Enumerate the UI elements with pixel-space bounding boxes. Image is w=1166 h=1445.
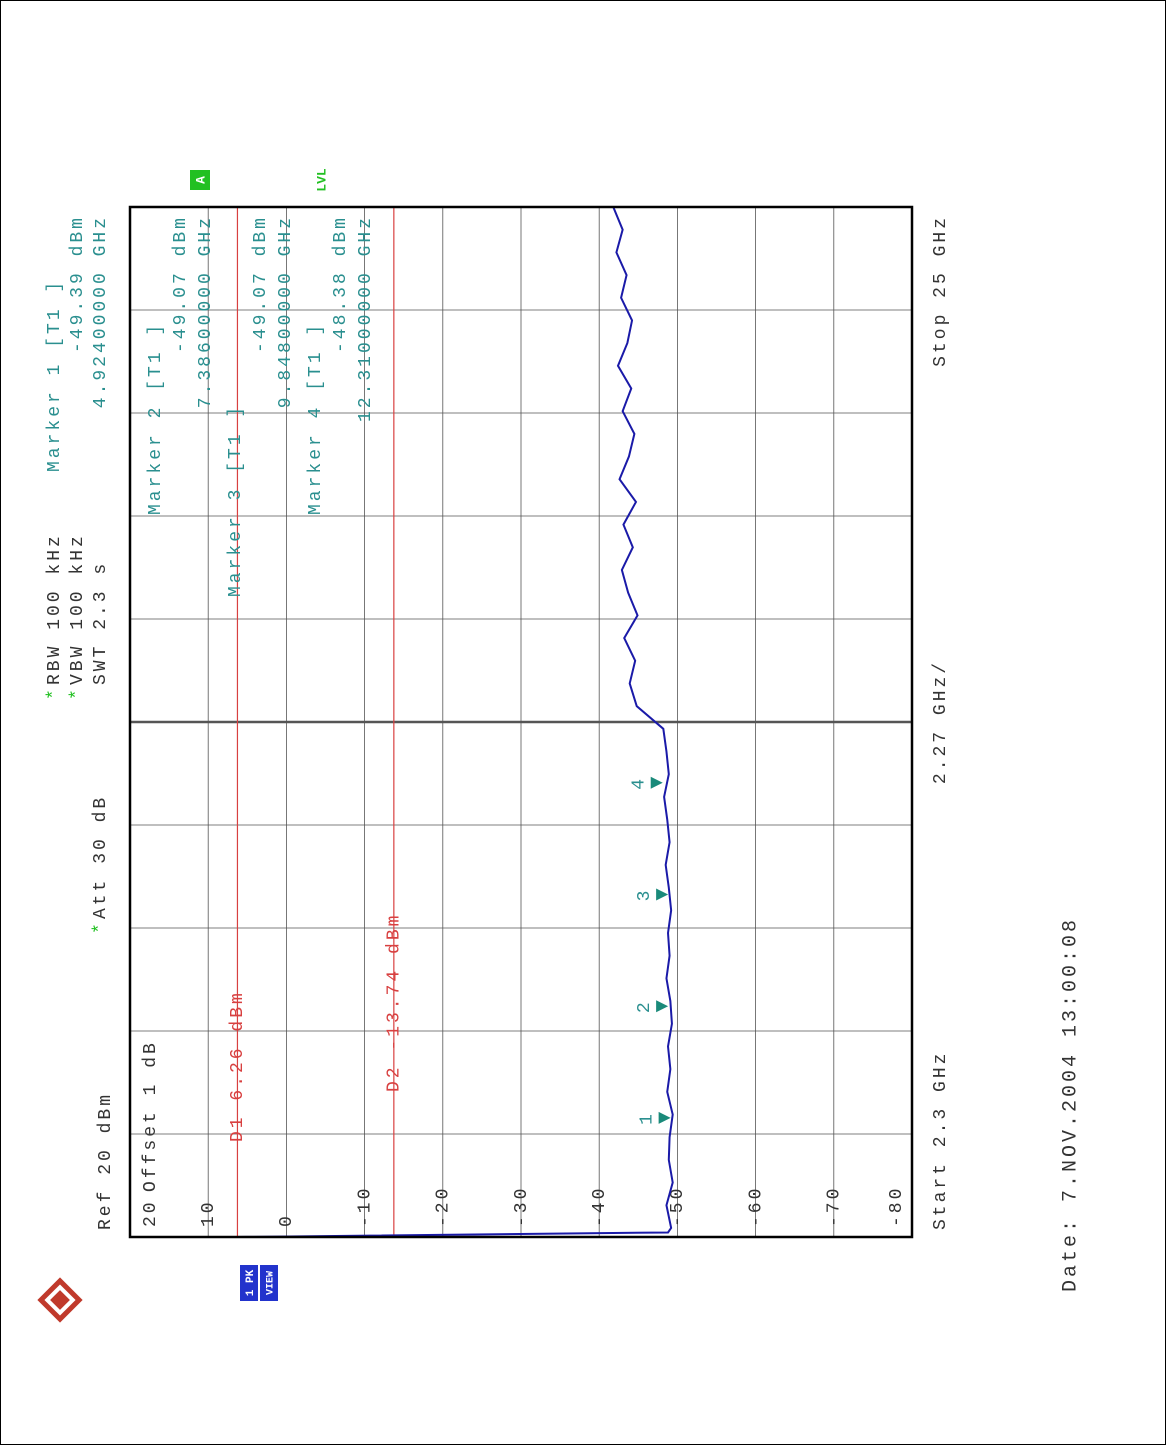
y-tick-label: 20 [141, 1199, 161, 1227]
badge-box [190, 170, 210, 190]
y-tick-label: -70 [825, 1186, 845, 1227]
display-line-label: D2 -13.74 dBm [385, 913, 405, 1092]
marker-frequency: 4.92400000 GHz [91, 215, 111, 408]
view-mode: VIEW [266, 1271, 277, 1295]
marker-frequency: 9.84800000 GHz [276, 215, 296, 408]
marker [656, 1000, 669, 1013]
ref-level: Ref 20 dBm [96, 1092, 116, 1230]
graticule-frame [128, 205, 914, 1239]
marker-id: 3 [635, 888, 655, 902]
marker [650, 776, 663, 789]
y-tick-label: -10 [355, 1186, 375, 1227]
coupled-mark: * [45, 686, 65, 700]
coupled-mark: * [68, 686, 88, 700]
y-tick-label: -20 [434, 1186, 454, 1227]
y-tick-label: -30 [512, 1186, 532, 1227]
display-line-label: D1 6.26 dBm [228, 990, 248, 1142]
marker-level: -48.38 dBm [331, 215, 351, 353]
marker [656, 888, 669, 901]
marker-level: -49.07 dBm [251, 215, 271, 353]
rbw: RBW 100 kHz [45, 533, 65, 685]
marker-level: -49.39 dBm [68, 215, 88, 353]
stop-frequency: Stop 25 GHz [931, 215, 951, 367]
analyzer-display: Ref 20 dBm * Att 30 dB * RBW 100 kHz * V… [37, 168, 1082, 1323]
start-frequency: Start 2.3 GHz [931, 1051, 951, 1230]
date: Date: 7.NOV.2004 13:00:08 [1059, 917, 1082, 1292]
y-tick-label: -50 [668, 1186, 688, 1227]
y-tick-label: -60 [746, 1186, 766, 1227]
trace-mode: 1 PK [245, 1269, 257, 1296]
y-tick-label: -80 [887, 1186, 907, 1227]
vbw: VBW 100 kHz [68, 533, 88, 685]
span-per-division: 2.27 GHz/ [931, 660, 951, 784]
marker-name: Marker 4 [T1 ] [306, 322, 326, 515]
badge: A [193, 176, 208, 184]
marker-name: Marker 1 [T1 ] [45, 279, 65, 472]
marker-name: Marker 3 [T1 ] [226, 404, 246, 597]
marker-frequency: 7.38600000 GHz [196, 215, 216, 408]
marker [658, 1111, 671, 1124]
y-tick-label: 0 [277, 1213, 297, 1227]
y-tick-label: 10 [199, 1199, 219, 1227]
marker-id: 4 [629, 776, 649, 790]
offset: Offset 1 dB [141, 1040, 161, 1192]
marker-name: Marker 2 [T1 ] [146, 322, 166, 515]
trace [237, 206, 674, 1238]
coupled-mark: * [91, 920, 111, 934]
level-indicator: LVL [314, 168, 329, 192]
trace-box [240, 1265, 258, 1301]
attenuation: Att 30 dB [91, 795, 111, 919]
marker-id: 1 [637, 1111, 657, 1125]
marker-frequency: 12.31000000 GHz [356, 215, 376, 422]
view-box [260, 1265, 278, 1301]
sweep-time: SWT 2.3 s [91, 561, 111, 685]
marker-id: 2 [635, 999, 655, 1013]
y-tick-label: -40 [590, 1186, 610, 1227]
marker-level: -49.07 dBm [171, 215, 191, 353]
